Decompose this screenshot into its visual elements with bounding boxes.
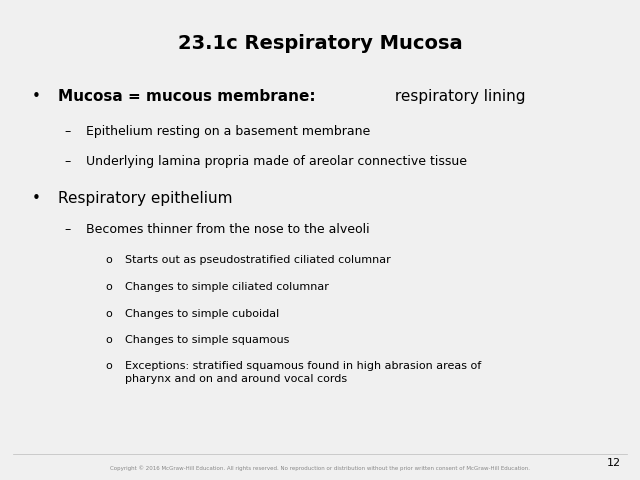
Text: Exceptions: stratified squamous found in high abrasion areas of
pharynx and on a: Exceptions: stratified squamous found in…: [125, 361, 481, 384]
Text: 23.1c Respiratory Mucosa: 23.1c Respiratory Mucosa: [178, 34, 462, 53]
Text: Changes to simple ciliated columnar: Changes to simple ciliated columnar: [125, 282, 329, 292]
Text: Copyright © 2016 McGraw-Hill Education. All rights reserved. No reproduction or : Copyright © 2016 McGraw-Hill Education. …: [110, 466, 530, 471]
Text: o: o: [106, 361, 113, 372]
Text: Underlying lamina propria made of areolar connective tissue: Underlying lamina propria made of areola…: [86, 155, 467, 168]
Text: •: •: [32, 89, 41, 104]
Text: 12: 12: [607, 458, 621, 468]
Text: –: –: [64, 155, 70, 168]
Text: Becomes thinner from the nose to the alveoli: Becomes thinner from the nose to the alv…: [86, 223, 370, 236]
Text: Changes to simple squamous: Changes to simple squamous: [125, 335, 289, 345]
Text: Epithelium resting on a basement membrane: Epithelium resting on a basement membran…: [86, 125, 371, 138]
Text: •: •: [32, 191, 41, 205]
Text: –: –: [64, 223, 70, 236]
Text: respiratory lining: respiratory lining: [390, 89, 525, 104]
Text: Mucosa = mucous membrane:: Mucosa = mucous membrane:: [58, 89, 316, 104]
Text: –: –: [64, 125, 70, 138]
Text: o: o: [106, 255, 113, 265]
Text: Respiratory epithelium: Respiratory epithelium: [58, 191, 232, 205]
Text: Changes to simple cuboidal: Changes to simple cuboidal: [125, 309, 279, 319]
Text: o: o: [106, 335, 113, 345]
Text: o: o: [106, 282, 113, 292]
Text: o: o: [106, 309, 113, 319]
Text: Starts out as pseudostratified ciliated columnar: Starts out as pseudostratified ciliated …: [125, 255, 390, 265]
